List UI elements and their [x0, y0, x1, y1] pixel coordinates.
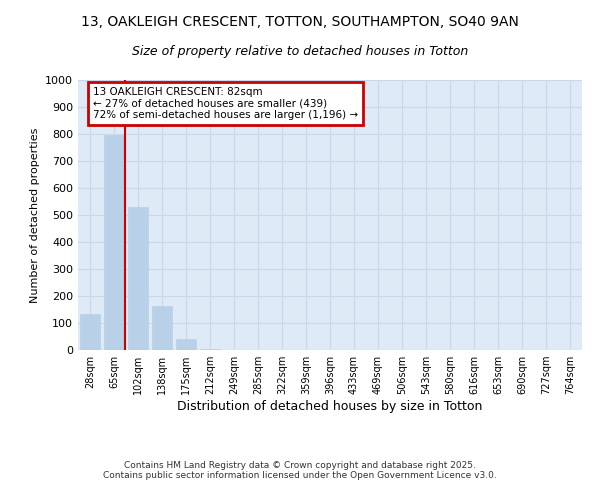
Text: 13 OAKLEIGH CRESCENT: 82sqm
← 27% of detached houses are smaller (439)
72% of se: 13 OAKLEIGH CRESCENT: 82sqm ← 27% of det… — [93, 87, 358, 120]
X-axis label: Distribution of detached houses by size in Totton: Distribution of detached houses by size … — [178, 400, 482, 413]
Y-axis label: Number of detached properties: Number of detached properties — [29, 128, 40, 302]
Text: 13, OAKLEIGH CRESCENT, TOTTON, SOUTHAMPTON, SO40 9AN: 13, OAKLEIGH CRESCENT, TOTTON, SOUTHAMPT… — [81, 15, 519, 29]
Bar — [176, 339, 196, 350]
Text: Size of property relative to detached houses in Totton: Size of property relative to detached ho… — [132, 45, 468, 58]
Bar — [80, 314, 100, 350]
Bar — [104, 136, 124, 350]
Bar — [128, 207, 148, 350]
Text: Contains HM Land Registry data © Crown copyright and database right 2025.
Contai: Contains HM Land Registry data © Crown c… — [103, 460, 497, 480]
Bar — [152, 306, 172, 350]
Bar — [200, 348, 220, 350]
